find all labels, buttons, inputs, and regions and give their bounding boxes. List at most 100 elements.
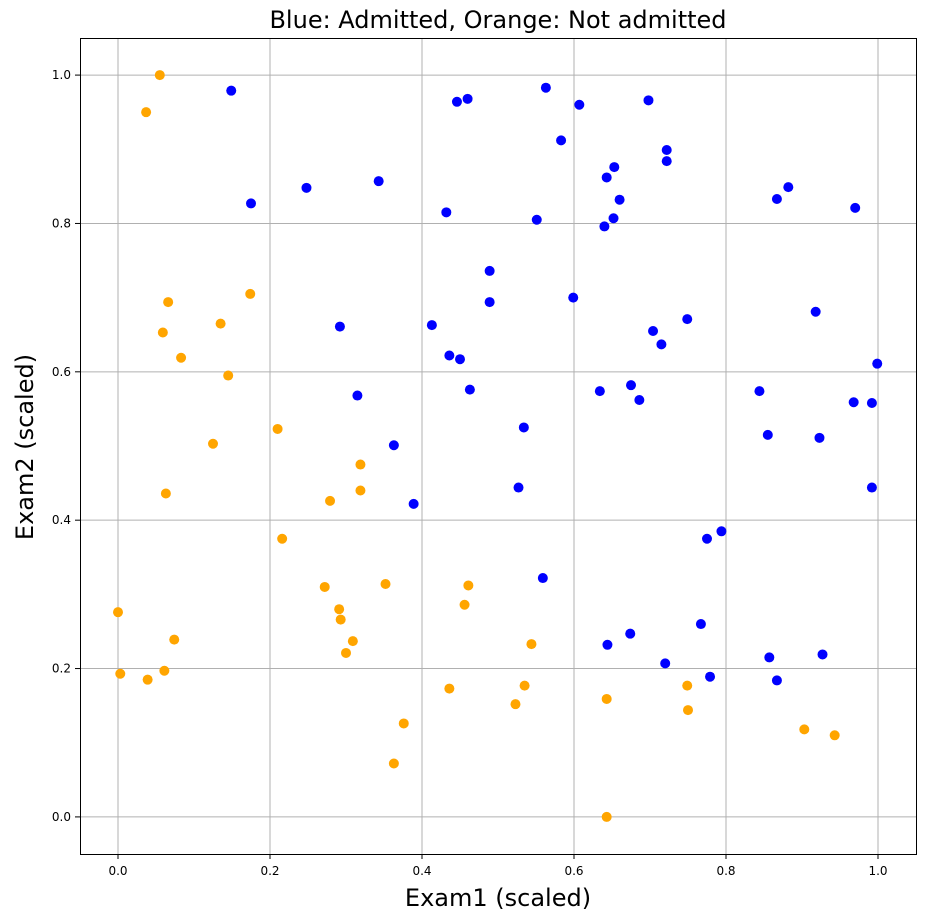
y-axis-label: Exam2 (scaled) — [11, 354, 39, 540]
admitted-point — [518, 422, 529, 433]
admitted-point — [599, 221, 610, 232]
y-tick-label: 0.4 — [52, 513, 71, 527]
admitted-point — [352, 390, 363, 401]
admitted-point — [568, 292, 579, 303]
not-admitted-point — [215, 318, 226, 329]
not-admitted-point — [380, 578, 391, 589]
y-tick-label: 1.0 — [52, 68, 71, 82]
x-tick-label: 0.8 — [716, 864, 735, 878]
not-admitted-point — [141, 107, 152, 118]
admitted-point — [484, 297, 495, 308]
admitted-point — [602, 639, 613, 650]
not-admitted-point — [335, 614, 346, 625]
admitted-point — [634, 395, 645, 406]
not-admitted-point — [355, 459, 366, 470]
admitted-point — [626, 380, 636, 391]
not-admitted-point — [459, 599, 470, 610]
x-tick-label: 0.4 — [412, 864, 431, 878]
admitted-point — [556, 135, 567, 146]
not-admitted-point — [115, 668, 126, 679]
admitted-point — [462, 93, 473, 104]
admitted-point — [625, 628, 636, 639]
y-tick-label: 0.6 — [52, 365, 71, 379]
admitted-point — [540, 82, 551, 93]
not-admitted-point — [160, 488, 171, 499]
admitted-point — [682, 314, 693, 325]
not-admitted-point — [223, 370, 234, 381]
not-admitted-point — [601, 811, 612, 822]
not-admitted-point — [355, 485, 366, 496]
admitted-point — [426, 320, 437, 331]
admitted-point — [850, 202, 861, 213]
not-admitted-point — [163, 297, 174, 308]
not-admitted-point — [398, 718, 409, 729]
y-tick-label: 0.8 — [52, 216, 71, 230]
not-admitted-point — [388, 758, 399, 769]
not-admitted-point — [157, 327, 168, 338]
admitted-point — [695, 619, 706, 630]
x-tick-label: 0.0 — [108, 864, 127, 878]
not-admitted-point — [319, 581, 330, 592]
not-admitted-point — [277, 533, 288, 544]
x-tick-label: 0.2 — [260, 864, 279, 878]
admitted-point — [246, 198, 256, 209]
admitted-point — [702, 533, 712, 544]
not-admitted-point — [799, 724, 810, 735]
admitted-point — [705, 671, 716, 682]
not-admitted-point — [519, 680, 530, 691]
admitted-point — [771, 675, 782, 686]
admitted-point — [661, 156, 672, 167]
not-admitted-point — [113, 607, 123, 618]
not-admitted-point — [334, 604, 345, 615]
admitted-point — [484, 265, 495, 276]
admitted-point — [762, 429, 773, 440]
admitted-point — [754, 386, 765, 397]
admitted-point — [608, 213, 619, 224]
admitted-point — [814, 432, 825, 443]
admitted-point — [810, 306, 821, 317]
y-tick-label: 0.2 — [52, 662, 71, 676]
admitted-point — [334, 321, 345, 332]
not-admitted-point — [682, 680, 693, 691]
admitted-point — [408, 498, 419, 509]
admitted-point — [866, 397, 877, 408]
not-admitted-point — [683, 705, 693, 716]
x-tick-label: 0.6 — [564, 864, 583, 878]
admitted-point — [301, 182, 312, 193]
not-admitted-point — [829, 730, 840, 741]
not-admitted-point — [325, 495, 336, 506]
admitted-point — [817, 649, 828, 660]
not-admitted-point — [341, 647, 351, 658]
admitted-point — [444, 350, 455, 361]
admitted-point — [771, 193, 782, 204]
not-admitted-point — [510, 699, 521, 710]
data-points — [113, 70, 883, 822]
admitted-point — [661, 145, 672, 156]
admitted-point — [783, 182, 794, 193]
admitted-point — [373, 176, 384, 187]
admitted-point — [648, 326, 659, 337]
not-admitted-point — [176, 352, 187, 363]
not-admitted-point — [347, 636, 358, 647]
plot-frame — [80, 38, 917, 855]
admitted-point — [451, 96, 462, 107]
not-admitted-point — [159, 665, 170, 676]
admitted-point — [601, 172, 612, 183]
admitted-point — [764, 652, 775, 663]
admitted-point — [455, 354, 465, 365]
admitted-point — [866, 482, 877, 493]
admitted-point — [594, 386, 605, 397]
not-admitted-point — [463, 580, 474, 591]
axis-ticks: 0.0 0.2 0.4 0.6 0.8 1.0 0.0 0.2 0.4 0.6 0.8 1.0 — [52, 68, 888, 878]
not-admitted-point — [272, 423, 283, 434]
not-admitted-point — [245, 288, 256, 299]
chart-title: Blue: Admitted, Orange: Not admitted — [269, 6, 726, 34]
admitted-point — [531, 214, 542, 225]
x-axis-label: Exam1 (scaled) — [405, 884, 591, 912]
admitted-point — [656, 339, 667, 350]
admitted-point — [441, 207, 452, 218]
admitted-point — [716, 526, 727, 537]
admitted-point — [609, 162, 620, 173]
admitted-point — [660, 658, 671, 669]
